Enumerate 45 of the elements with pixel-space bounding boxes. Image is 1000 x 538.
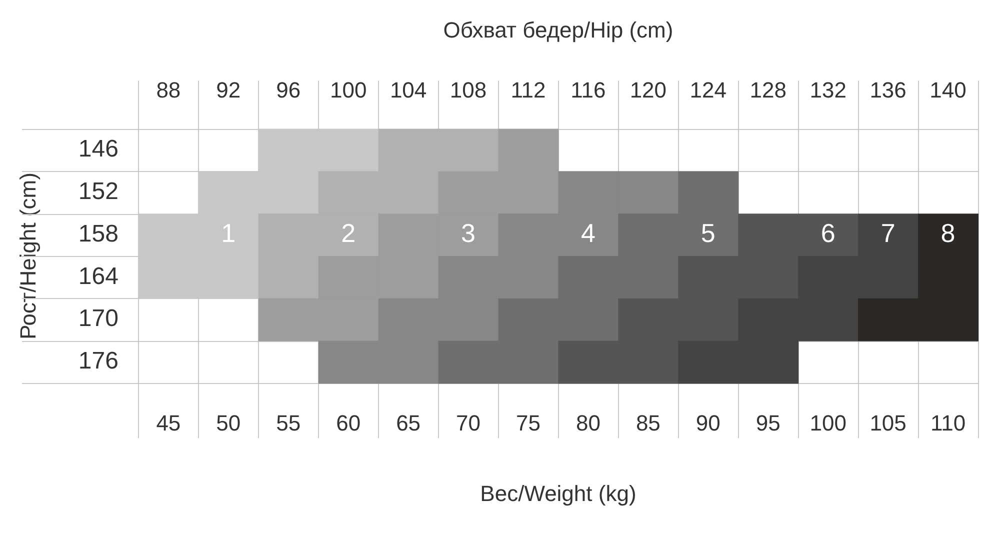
y-axis-title: Рост/Height (cm) xyxy=(15,172,40,340)
y-tick-label: 176 xyxy=(78,348,118,375)
x-tick-label: 70 xyxy=(456,410,481,436)
x-tick-label: 45 xyxy=(156,410,181,436)
data-label: 1 xyxy=(221,218,236,248)
x-tick-label: 80 xyxy=(576,410,600,436)
data-label: 5 xyxy=(700,218,716,248)
x2-tick-label: 100 xyxy=(330,78,367,103)
data-label: 6 xyxy=(820,218,836,248)
x2-tick-label: 104 xyxy=(390,78,427,103)
x2-tick-label: 132 xyxy=(810,78,846,103)
x2-tick-label: 120 xyxy=(630,78,667,103)
y-tick-label: 170 xyxy=(78,305,118,332)
x-tick-label: 75 xyxy=(516,410,540,436)
x2-tick-label: 88 xyxy=(156,78,181,103)
x2-tick-label: 96 xyxy=(276,78,301,103)
x-axis-title: Вес/Weight (kg) xyxy=(480,480,636,506)
x2-tick-label: 108 xyxy=(450,78,487,103)
y-tick-label: 164 xyxy=(78,262,118,290)
data-label: 2 xyxy=(341,218,356,248)
y-tick-label: 146 xyxy=(78,136,118,163)
x-tick-label: 90 xyxy=(696,410,720,436)
x2-tick-label: 112 xyxy=(510,78,546,103)
x2-tick-label: 140 xyxy=(930,78,966,103)
y-tick-label: 152 xyxy=(78,178,118,206)
y-tick-label: 158 xyxy=(78,220,118,248)
x-tick-label: 50 xyxy=(216,410,241,436)
x2-tick-label: 124 xyxy=(690,78,726,103)
x-tick-label: 100 xyxy=(810,410,846,436)
x2-tick-label: 116 xyxy=(570,78,606,103)
x-tick-label: 95 xyxy=(756,410,780,436)
x-tick-label: 65 xyxy=(396,410,421,436)
x-tick-label: 85 xyxy=(636,410,660,436)
x2-axis-title: Обхват бедер/Hip (cm) xyxy=(443,17,674,42)
x-tick-label: 110 xyxy=(930,410,966,436)
data-label: 8 xyxy=(940,218,956,248)
data-label: 4 xyxy=(580,218,596,248)
x2-tick-label: 128 xyxy=(750,78,786,103)
x-tick-label: 105 xyxy=(870,410,906,436)
x-tick-label: 55 xyxy=(276,410,301,436)
data-label: 3 xyxy=(461,218,476,248)
x2-tick-label: 92 xyxy=(216,78,241,103)
data-label: 7 xyxy=(880,218,896,248)
x2-tick-label: 136 xyxy=(870,78,906,103)
x-tick-label: 60 xyxy=(336,410,361,436)
